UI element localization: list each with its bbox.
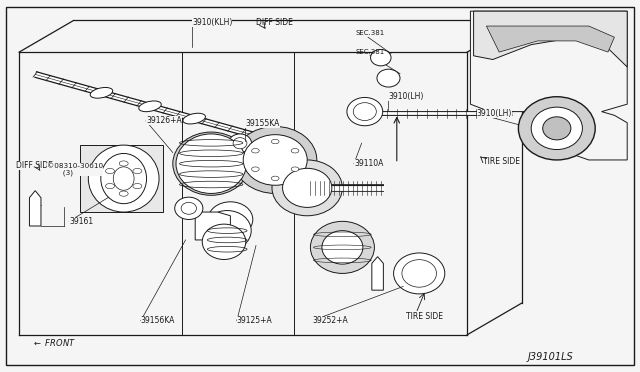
Ellipse shape	[228, 134, 252, 153]
Ellipse shape	[88, 145, 159, 212]
Ellipse shape	[176, 134, 246, 193]
Text: ©08310-30610
       (3): ©08310-30610 (3)	[47, 163, 103, 176]
Text: DIFF SIDE: DIFF SIDE	[16, 161, 53, 170]
Circle shape	[252, 148, 259, 153]
Text: 39161: 39161	[69, 217, 93, 226]
Ellipse shape	[233, 138, 247, 149]
Bar	[80, 145, 163, 212]
Polygon shape	[195, 212, 230, 240]
Polygon shape	[372, 257, 383, 290]
Text: $\leftarrow$ FRONT: $\leftarrow$ FRONT	[32, 337, 76, 348]
Circle shape	[119, 191, 128, 196]
Ellipse shape	[377, 69, 400, 87]
Ellipse shape	[90, 87, 113, 98]
Text: SEC.381: SEC.381	[356, 49, 385, 55]
Ellipse shape	[371, 49, 391, 66]
Ellipse shape	[101, 154, 147, 204]
Ellipse shape	[173, 132, 250, 195]
Text: J39101LS: J39101LS	[527, 352, 573, 362]
Ellipse shape	[394, 253, 445, 294]
Text: 39252+A: 39252+A	[312, 316, 348, 325]
Circle shape	[133, 183, 142, 189]
Circle shape	[119, 161, 128, 166]
Text: 39156KA: 39156KA	[141, 316, 175, 325]
Text: 3910(LH): 3910(LH)	[477, 109, 512, 118]
Ellipse shape	[208, 202, 253, 237]
Ellipse shape	[234, 126, 317, 193]
Ellipse shape	[243, 135, 307, 185]
Ellipse shape	[322, 231, 363, 264]
Circle shape	[291, 167, 299, 171]
Circle shape	[271, 176, 279, 181]
Text: 39155KA: 39155KA	[245, 119, 280, 128]
Text: 39126+A: 39126+A	[146, 116, 182, 125]
Text: TIRE SIDE: TIRE SIDE	[483, 157, 520, 166]
Polygon shape	[474, 11, 627, 67]
Circle shape	[252, 167, 259, 171]
Ellipse shape	[183, 113, 205, 124]
Text: 3910(LH): 3910(LH)	[388, 92, 424, 101]
Text: 3910(KLH): 3910(KLH)	[192, 18, 232, 27]
Text: 39110A: 39110A	[354, 159, 383, 168]
Ellipse shape	[139, 101, 161, 112]
Ellipse shape	[282, 168, 332, 208]
Circle shape	[291, 148, 299, 153]
Text: DIFF SIDE: DIFF SIDE	[256, 18, 293, 27]
Polygon shape	[29, 191, 41, 226]
Ellipse shape	[272, 160, 342, 216]
Ellipse shape	[402, 260, 436, 287]
Ellipse shape	[518, 97, 595, 160]
Ellipse shape	[353, 103, 376, 121]
Ellipse shape	[347, 97, 383, 126]
Polygon shape	[470, 11, 627, 160]
Ellipse shape	[204, 211, 251, 251]
Polygon shape	[486, 26, 614, 52]
Ellipse shape	[309, 185, 324, 198]
Circle shape	[271, 140, 279, 144]
Circle shape	[106, 183, 115, 189]
Text: TIRE SIDE: TIRE SIDE	[406, 312, 444, 321]
Circle shape	[133, 169, 142, 174]
Ellipse shape	[310, 221, 374, 273]
Ellipse shape	[543, 117, 571, 140]
Text: 39125+A: 39125+A	[237, 316, 273, 325]
Ellipse shape	[181, 202, 196, 214]
Ellipse shape	[113, 167, 134, 190]
Ellipse shape	[531, 107, 582, 150]
Ellipse shape	[175, 197, 203, 219]
Circle shape	[106, 169, 115, 174]
Text: SEC.381: SEC.381	[356, 31, 385, 36]
Ellipse shape	[202, 224, 246, 260]
